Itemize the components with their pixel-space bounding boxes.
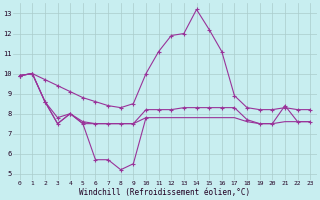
X-axis label: Windchill (Refroidissement éolien,°C): Windchill (Refroidissement éolien,°C) (79, 188, 251, 197)
